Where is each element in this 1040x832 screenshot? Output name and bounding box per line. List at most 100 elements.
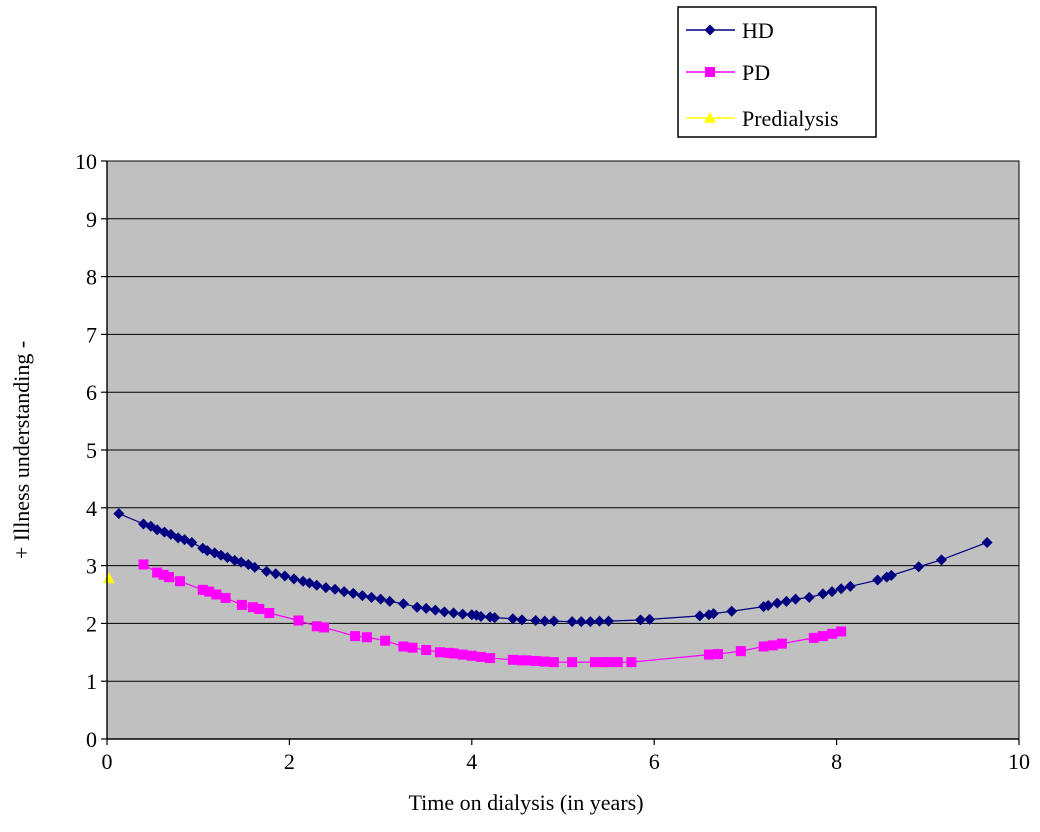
x-tick-label: 8: [831, 749, 842, 774]
data-point-hd: [429, 604, 441, 616]
y-tick-label: 10: [75, 149, 97, 174]
data-point-hd: [516, 614, 528, 626]
data-point-pd: [211, 589, 222, 600]
legend-marker-pd: [705, 67, 715, 77]
data-point-pd: [164, 572, 175, 583]
y-axis-label: + Illness understanding -: [9, 341, 34, 559]
x-axis-label: Time on dialysis (in years): [408, 790, 643, 815]
data-point-hd: [338, 586, 350, 598]
data-point-pd: [808, 632, 819, 643]
data-point-hd: [113, 508, 125, 520]
data-point-hd: [707, 608, 719, 620]
data-point-pd: [767, 640, 778, 651]
data-point-pd: [236, 599, 247, 610]
tick-labels: 0 1 2 3 4 5 6 7 8 9 10 0 2 4 6 8 10: [75, 149, 1030, 774]
data-point-pd: [735, 646, 746, 657]
data-point-hd: [913, 561, 925, 573]
data-point-hd: [771, 597, 783, 609]
data-point-pd: [713, 649, 724, 660]
legend-marker-hd: [704, 24, 716, 36]
data-point-hd: [835, 583, 847, 595]
data-point-hd: [790, 593, 802, 605]
data-point-hd: [457, 608, 469, 620]
data-point-hd: [270, 568, 282, 580]
data-point-pd: [264, 607, 275, 618]
legend-marker-predialysis: [704, 112, 716, 123]
data-point-pd: [407, 642, 418, 653]
data-point-hd: [375, 593, 387, 605]
y-tick-label: 8: [86, 265, 97, 290]
data-point-hd: [186, 536, 198, 548]
data-point-hd: [762, 599, 774, 611]
data-point-hd: [448, 607, 460, 619]
data-point-pd: [758, 641, 769, 652]
data-point-pd: [457, 649, 468, 660]
y-tick-label: 2: [86, 611, 97, 636]
data-point-hd: [489, 612, 501, 624]
data-point-pd: [521, 655, 532, 666]
data-point-pd: [827, 628, 838, 639]
series-hd: [113, 508, 993, 628]
legend-label-predialysis: Predialysis: [742, 106, 839, 131]
series-layer: [102, 508, 993, 668]
data-point-pd: [603, 657, 614, 668]
x-tick-label: 10: [1008, 749, 1030, 774]
data-point-hd: [548, 615, 560, 627]
y-tick-label: 9: [86, 207, 97, 232]
data-point-hd: [935, 554, 947, 566]
data-point-pd: [817, 631, 828, 642]
y-tick-label: 1: [86, 669, 97, 694]
data-point-pd: [174, 576, 185, 587]
data-point-pd: [380, 635, 391, 646]
data-point-pd: [220, 592, 231, 603]
data-point-pd: [197, 584, 208, 595]
data-point-hd: [603, 615, 615, 627]
x-tick-label: 2: [284, 749, 295, 774]
data-point-hd: [438, 606, 450, 618]
legend-item-hd: HD: [686, 18, 774, 43]
data-point-hd: [872, 574, 884, 586]
data-point-pd: [421, 644, 432, 655]
data-point-pd: [152, 567, 163, 578]
data-point-hd: [635, 614, 647, 626]
y-tick-label: 6: [86, 380, 97, 405]
data-point-hd: [411, 601, 423, 613]
data-point-pd: [485, 653, 496, 664]
data-point-hd: [329, 583, 341, 595]
data-point-hd: [320, 582, 332, 594]
data-point-pd: [539, 656, 550, 667]
data-point-pd: [548, 657, 559, 668]
y-tick-label: 0: [86, 727, 97, 752]
data-point-hd: [507, 613, 519, 625]
x-tick-label: 6: [649, 749, 660, 774]
data-point-hd: [397, 598, 409, 610]
legend-label-pd: PD: [742, 60, 770, 85]
data-point-pd: [448, 648, 459, 659]
data-point-hd: [539, 615, 551, 627]
data-point-hd: [817, 588, 829, 600]
data-point-hd: [288, 573, 300, 585]
data-point-hd: [475, 610, 487, 622]
y-tick-label: 3: [86, 554, 97, 579]
data-point-hd: [356, 590, 368, 602]
data-point-hd: [694, 610, 706, 622]
data-point-pd: [254, 603, 265, 614]
legend: HD PD Predialysis: [677, 6, 877, 138]
series-predialysis: [102, 572, 115, 584]
y-tick-label: 7: [86, 322, 97, 347]
data-point-pd: [350, 631, 361, 642]
data-point-hd: [279, 570, 291, 582]
legend-item-pd: PD: [686, 60, 770, 85]
data-point-hd: [826, 586, 838, 598]
data-point-pd: [703, 649, 714, 660]
data-point-pd: [158, 569, 169, 580]
data-point-hd: [249, 561, 261, 573]
data-point-hd: [981, 536, 993, 548]
data-point-pd: [293, 615, 304, 626]
data-point-pd: [319, 622, 330, 633]
data-point-pd: [626, 657, 637, 668]
data-point-hd: [584, 616, 596, 628]
y-tick-label: 4: [86, 496, 97, 521]
